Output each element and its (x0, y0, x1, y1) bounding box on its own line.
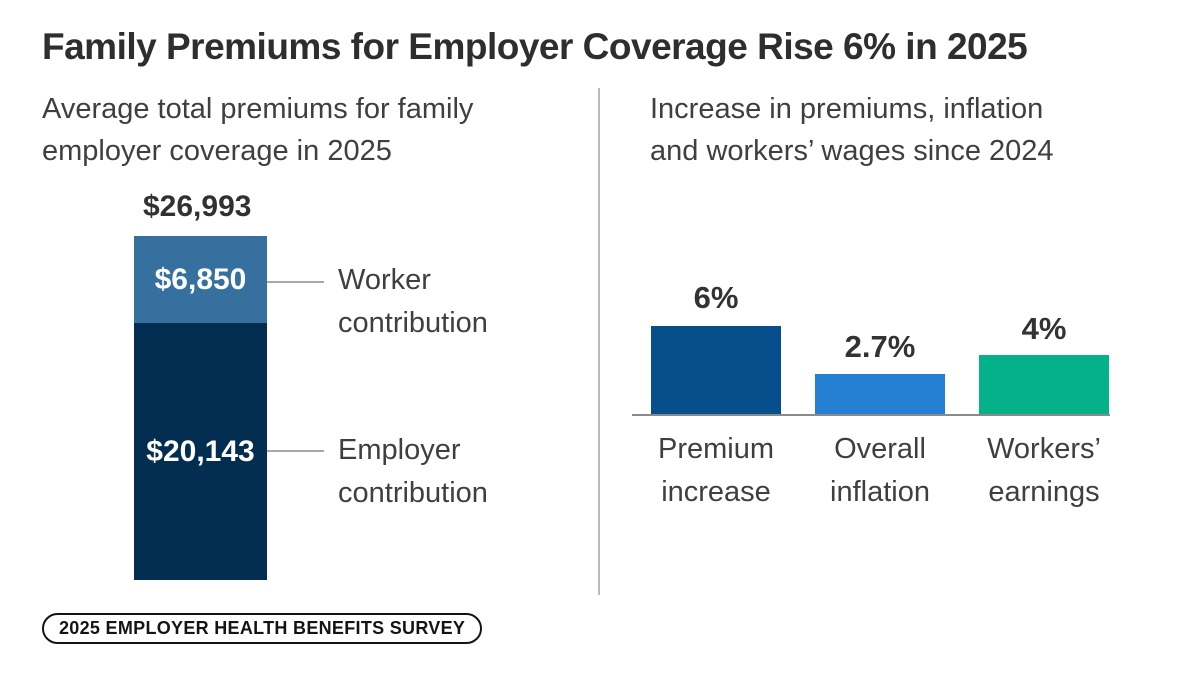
employer-connector-line (267, 450, 324, 452)
workers-earnings-value-label: 4% (1021, 311, 1067, 346)
stacked-premium-bar: $6,850 $20,143 (134, 236, 267, 580)
left-chart-subtitle-line1: Average total premiums for family (42, 93, 474, 125)
x-axis-baseline (632, 414, 1110, 416)
left-chart-subtitle-line2: employer coverage in 2025 (42, 135, 392, 167)
overall-inflation-category-label: Overall inflation (830, 433, 930, 508)
employer-contribution-segment: $20,143 (134, 323, 267, 580)
total-premium-label: $26,993 (143, 190, 252, 223)
workers-earnings-category-label: Workers’ earnings (987, 433, 1101, 508)
worker-contribution-label: Worker contribution (338, 264, 488, 339)
premium-increase-category-label: Premium increase (657, 433, 774, 508)
worker-connector-line (267, 281, 324, 283)
source-badge: 2025 EMPLOYER HEALTH BENEFITS SURVEY (42, 613, 483, 644)
employer-contribution-label: Employer contribution (338, 434, 488, 509)
right-chart-subtitle: Increase in premiums, inflation and work… (650, 88, 1054, 172)
right-chart-subtitle-line1: Increase in premiums, inflation (650, 93, 1044, 125)
overall-inflation-bar (815, 374, 945, 414)
panel-divider (598, 88, 600, 595)
employer-contribution-value: $20,143 (146, 434, 255, 468)
premium-increase-bar (651, 326, 781, 414)
page-title: Family Premiums for Employer Coverage Ri… (42, 26, 1028, 67)
premium-increase-value-label: 6% (693, 280, 739, 315)
worker-contribution-segment: $6,850 (134, 236, 267, 323)
right-chart-subtitle-line2: and workers’ wages since 2024 (650, 135, 1054, 167)
workers-earnings-bar (979, 355, 1109, 414)
worker-contribution-value: $6,850 (154, 262, 247, 296)
overall-inflation-value-label: 2.7% (844, 329, 916, 364)
left-chart-subtitle: Average total premiums for family employ… (42, 88, 473, 172)
